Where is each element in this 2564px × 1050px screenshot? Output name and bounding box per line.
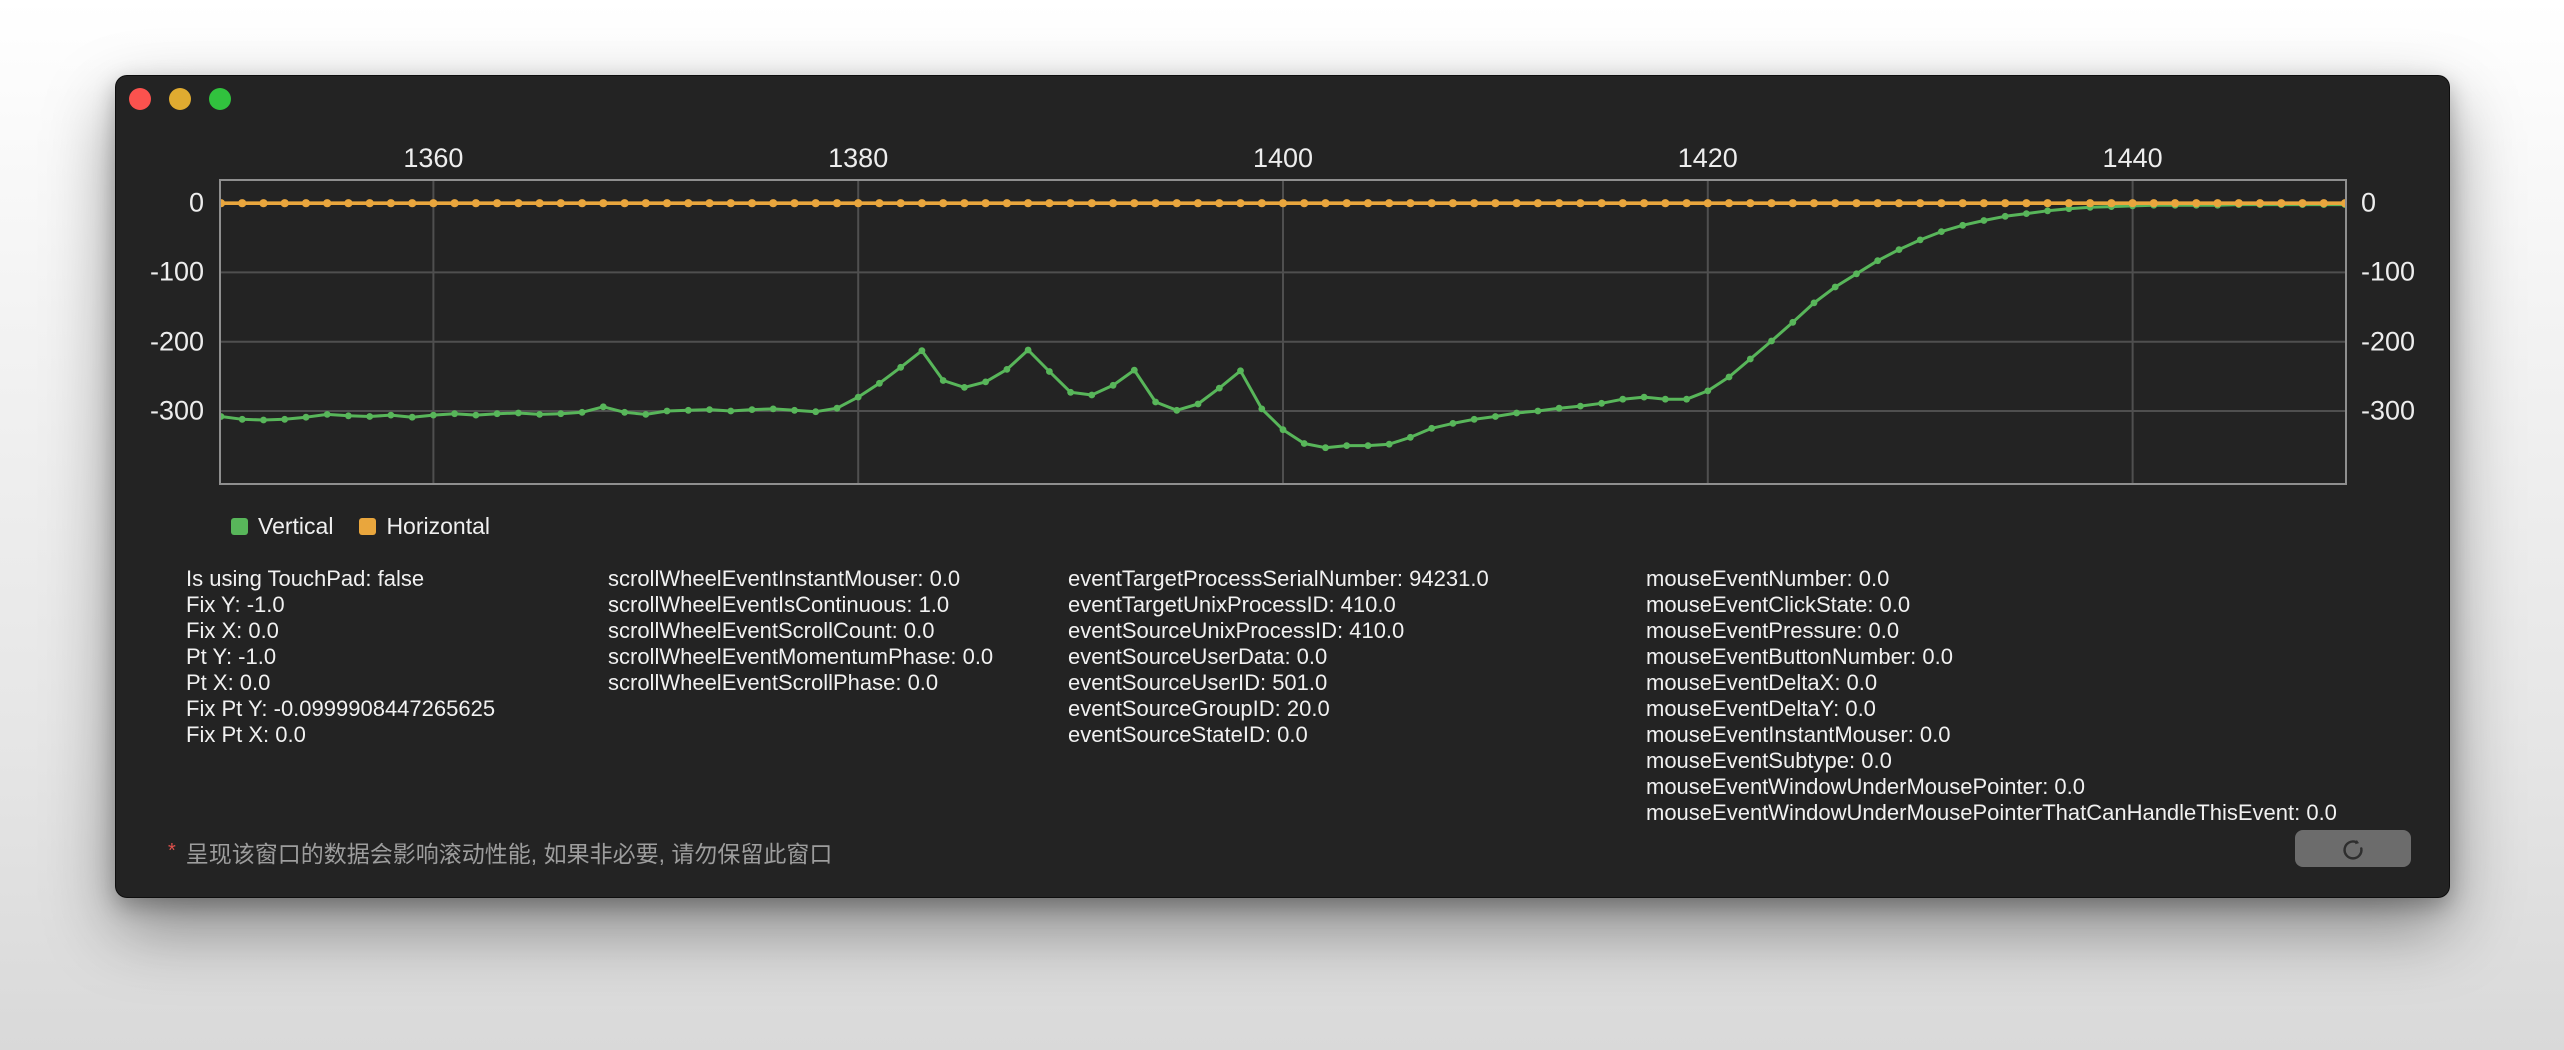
info-line: eventSourceStateID: 0.0	[1068, 722, 1308, 747]
performance-warning-note: * 呈现该窗口的数据会影响滚动性能, 如果非必要, 请勿保留此窗口	[168, 837, 832, 868]
x-axis-tick-label: 1360	[403, 143, 464, 173]
info-line: eventSourceUserData: 0.0	[1068, 644, 1328, 669]
mouse-event-column: mouseEventNumber: 0.0 mouseEventClickStat…	[1646, 566, 2337, 826]
x-axis-tick-label: 1440	[2102, 143, 2163, 173]
info-line: scrollWheelEventMomentumPhase: 0.0	[608, 644, 994, 669]
info-line: Fix Pt X: 0.0	[186, 722, 306, 747]
close-button[interactable]	[129, 88, 151, 110]
info-line: mouseEventWindowUnderMousePointerThatCan…	[1646, 800, 2337, 825]
vertical-series-swatch-icon	[231, 518, 248, 535]
required-asterisk: *	[168, 840, 176, 862]
info-line: Pt X: 0.0	[186, 670, 271, 695]
info-line: mouseEventInstantMouser: 0.0	[1646, 722, 1951, 747]
info-line: mouseEventClickState: 0.0	[1646, 592, 1911, 617]
info-line: mouseEventDeltaX: 0.0	[1646, 670, 1878, 695]
traffic-light-buttons	[129, 88, 231, 110]
info-line: eventSourceGroupID: 20.0	[1068, 696, 1330, 721]
y-axis-tick-label-right: -200	[2361, 326, 2416, 357]
y-axis-tick-label-right: -300	[2361, 395, 2416, 426]
y-axis-tick-label-left: -200	[149, 326, 204, 357]
chart-canvas	[221, 181, 2345, 483]
x-axis-tick-label: 1420	[1677, 143, 1738, 173]
zoom-button[interactable]	[209, 88, 231, 110]
info-line: eventTargetProcessSerialNumber: 94231.0	[1068, 566, 1489, 591]
legend-item-horizontal: Horizontal	[359, 513, 490, 540]
touchpad-info-column: Is using TouchPad: false Fix Y: -1.0 Fix X…	[186, 566, 495, 748]
x-axis-tick-label: 1400	[1252, 143, 1314, 173]
x-axis-tick-label: 1380	[828, 143, 889, 173]
info-line: eventSourceUnixProcessID: 410.0	[1068, 618, 1405, 643]
window-titlebar[interactable]	[116, 76, 2449, 128]
info-line: Fix Y: -1.0	[186, 592, 285, 617]
info-line: eventSourceUserID: 501.0	[1068, 670, 1328, 695]
info-line: scrollWheelEventScrollPhase: 0.0	[608, 670, 939, 695]
refresh-button[interactable]	[2295, 830, 2411, 867]
info-line: mouseEventWindowUnderMousePointer: 0.0	[1646, 774, 2086, 799]
info-line: mouseEventSubtype: 0.0	[1646, 748, 1892, 773]
legend-item-vertical: Vertical	[231, 513, 333, 540]
chart-legend: Vertical Horizontal	[231, 513, 490, 540]
event-source-column: eventTargetProcessSerialNumber: 94231.0 e…	[1068, 566, 1489, 748]
scrollwheel-event-column: scrollWheelEventInstantMouser: 0.0 scroll…	[608, 566, 993, 696]
info-line: mouseEventButtonNumber: 0.0	[1646, 644, 1953, 669]
info-line: scrollWheelEventInstantMouser: 0.0	[608, 566, 961, 591]
info-line: scrollWheelEventScrollCount: 0.0	[608, 618, 935, 643]
y-axis-tick-label-left: -300	[149, 395, 204, 426]
legend-label-horizontal: Horizontal	[386, 513, 490, 539]
info-line: Is using TouchPad: false	[186, 566, 425, 591]
y-axis-tick-label-left: 0	[188, 187, 204, 218]
info-line: mouseEventPressure: 0.0	[1646, 618, 1900, 643]
app-window: 1360 1380 1400 1420 1440 0 0 -100 -100 -200 -200 -3…	[115, 75, 2450, 898]
info-line: scrollWheelEventIsContinuous: 1.0	[608, 592, 950, 617]
info-line: mouseEventNumber: 0.0	[1646, 566, 1890, 591]
warning-text: 呈现该窗口的数据会影响滚动性能, 如果非必要, 请勿保留此窗口	[185, 841, 833, 867]
refresh-circular-arrow-icon	[2343, 839, 2363, 860]
legend-label-vertical: Vertical	[258, 513, 334, 539]
info-line: Fix Pt Y: -0.0999908447265625	[186, 696, 496, 721]
y-axis-tick-label-right: -100	[2361, 256, 2416, 287]
scroll-delta-chart-plot-area	[219, 179, 2347, 485]
y-axis-tick-label-right: 0	[2361, 187, 2377, 218]
info-line: mouseEventDeltaY: 0.0	[1646, 696, 1876, 721]
minimize-button[interactable]	[169, 88, 191, 110]
info-line: eventTargetUnixProcessID: 410.0	[1068, 592, 1396, 617]
info-line: Pt Y: -1.0	[186, 644, 277, 669]
info-line: Fix X: 0.0	[186, 618, 279, 643]
horizontal-series-swatch-icon	[359, 518, 377, 535]
y-axis-tick-label-left: -100	[149, 256, 204, 287]
